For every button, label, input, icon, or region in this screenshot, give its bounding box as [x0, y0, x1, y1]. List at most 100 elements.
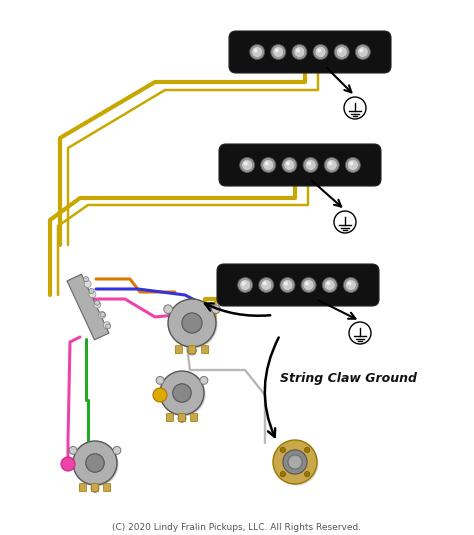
- Circle shape: [106, 324, 110, 329]
- Circle shape: [305, 281, 309, 286]
- Circle shape: [89, 291, 96, 298]
- Circle shape: [280, 447, 285, 453]
- Circle shape: [69, 446, 77, 454]
- Circle shape: [83, 277, 89, 282]
- Circle shape: [86, 454, 104, 472]
- Polygon shape: [67, 274, 109, 340]
- Circle shape: [73, 441, 117, 485]
- Circle shape: [282, 279, 293, 291]
- Circle shape: [274, 441, 319, 485]
- FancyBboxPatch shape: [202, 346, 209, 354]
- Circle shape: [94, 301, 101, 308]
- FancyBboxPatch shape: [91, 484, 99, 492]
- Circle shape: [313, 44, 328, 59]
- Circle shape: [280, 278, 295, 293]
- Circle shape: [296, 49, 300, 52]
- Circle shape: [307, 162, 311, 165]
- Circle shape: [259, 278, 274, 293]
- Circle shape: [346, 157, 360, 172]
- Circle shape: [359, 49, 364, 52]
- FancyBboxPatch shape: [166, 414, 173, 422]
- Circle shape: [100, 312, 105, 317]
- Circle shape: [244, 162, 247, 165]
- Circle shape: [304, 447, 310, 453]
- FancyBboxPatch shape: [191, 414, 198, 422]
- Circle shape: [349, 322, 371, 344]
- Circle shape: [153, 388, 167, 402]
- Circle shape: [250, 44, 264, 59]
- Circle shape: [273, 47, 284, 57]
- Circle shape: [160, 371, 204, 415]
- Circle shape: [240, 279, 251, 291]
- Circle shape: [84, 280, 91, 287]
- Circle shape: [91, 484, 99, 492]
- FancyBboxPatch shape: [229, 31, 391, 73]
- Circle shape: [162, 372, 206, 417]
- Circle shape: [113, 446, 121, 454]
- Circle shape: [173, 384, 191, 402]
- Text: (C) 2020 Lindy Fralin Pickups, LLC. All Rights Reserved.: (C) 2020 Lindy Fralin Pickups, LLC. All …: [112, 523, 362, 531]
- FancyBboxPatch shape: [219, 144, 381, 186]
- FancyBboxPatch shape: [217, 264, 379, 306]
- Circle shape: [211, 305, 220, 314]
- Circle shape: [273, 440, 317, 484]
- Circle shape: [301, 278, 316, 293]
- Circle shape: [322, 278, 337, 293]
- Circle shape: [343, 278, 358, 293]
- Circle shape: [242, 281, 246, 286]
- Circle shape: [282, 157, 297, 172]
- Circle shape: [283, 450, 307, 474]
- Circle shape: [347, 281, 351, 286]
- Circle shape: [334, 44, 349, 59]
- FancyBboxPatch shape: [179, 414, 185, 422]
- Circle shape: [99, 311, 106, 318]
- Circle shape: [303, 279, 314, 291]
- Circle shape: [324, 279, 335, 291]
- FancyBboxPatch shape: [80, 484, 86, 492]
- Circle shape: [170, 301, 218, 348]
- FancyBboxPatch shape: [175, 346, 182, 354]
- Circle shape: [326, 281, 330, 286]
- Circle shape: [240, 157, 255, 172]
- Circle shape: [74, 442, 118, 486]
- Circle shape: [347, 159, 358, 171]
- Circle shape: [344, 97, 366, 119]
- Circle shape: [263, 281, 267, 286]
- Circle shape: [315, 47, 326, 57]
- Circle shape: [338, 49, 342, 52]
- Circle shape: [357, 47, 368, 57]
- Circle shape: [261, 279, 272, 291]
- Circle shape: [324, 157, 339, 172]
- Circle shape: [103, 322, 110, 328]
- Circle shape: [284, 281, 288, 286]
- Circle shape: [305, 159, 316, 171]
- Circle shape: [286, 162, 290, 165]
- Circle shape: [304, 471, 310, 477]
- Circle shape: [200, 377, 208, 384]
- Circle shape: [284, 159, 295, 171]
- Circle shape: [336, 47, 347, 57]
- Circle shape: [237, 278, 253, 293]
- FancyBboxPatch shape: [189, 346, 195, 354]
- Circle shape: [326, 159, 337, 171]
- Circle shape: [263, 159, 274, 171]
- Text: String Claw Ground: String Claw Ground: [280, 372, 417, 385]
- Circle shape: [280, 471, 285, 477]
- Circle shape: [292, 44, 307, 59]
- Circle shape: [294, 47, 305, 57]
- Circle shape: [89, 288, 94, 294]
- Circle shape: [356, 44, 370, 59]
- Circle shape: [95, 300, 100, 305]
- Circle shape: [265, 162, 269, 165]
- Circle shape: [182, 313, 202, 333]
- Circle shape: [168, 299, 216, 347]
- Circle shape: [252, 47, 263, 57]
- Circle shape: [349, 162, 353, 165]
- Circle shape: [188, 346, 196, 355]
- Circle shape: [254, 49, 258, 52]
- Circle shape: [156, 377, 164, 384]
- Circle shape: [328, 162, 332, 165]
- Circle shape: [288, 455, 302, 469]
- Circle shape: [334, 211, 356, 233]
- Circle shape: [178, 414, 186, 422]
